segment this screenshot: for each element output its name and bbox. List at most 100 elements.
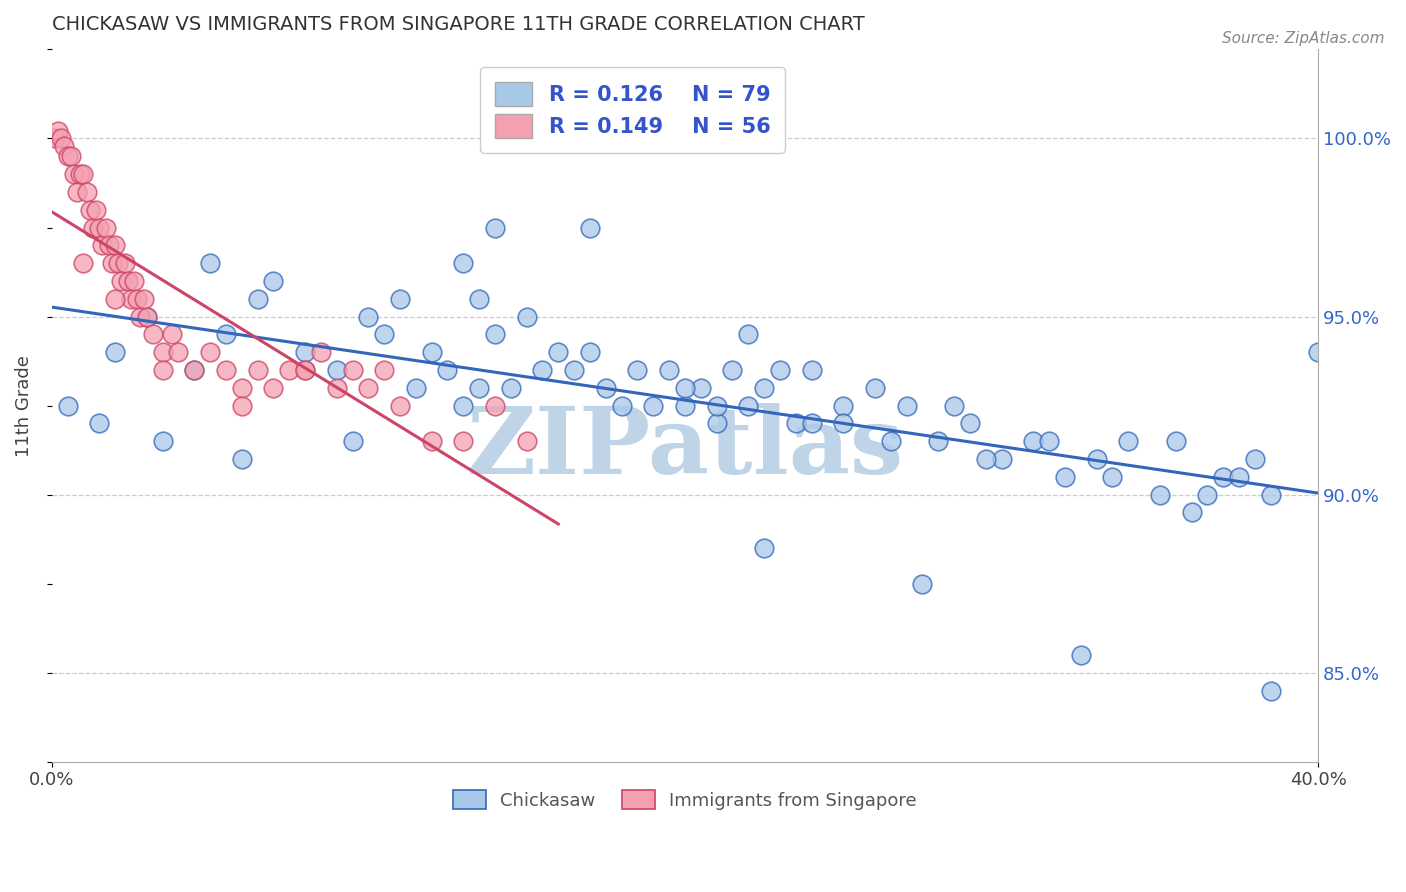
Point: [246, 292, 269, 306]
Point: [531, 363, 554, 377]
Point: [1180, 506, 1202, 520]
Point: [152, 363, 174, 377]
Point: [357, 381, 380, 395]
Point: [325, 363, 347, 377]
Point: [610, 399, 633, 413]
Point: [484, 220, 506, 235]
Point: [880, 434, 903, 449]
Point: [1197, 488, 1219, 502]
Point: [737, 327, 759, 342]
Point: [1227, 470, 1250, 484]
Point: [1164, 434, 1187, 449]
Point: [183, 363, 205, 377]
Point: [278, 363, 301, 377]
Point: [246, 363, 269, 377]
Point: [101, 256, 124, 270]
Point: [484, 399, 506, 413]
Point: [388, 399, 411, 413]
Point: [1101, 470, 1123, 484]
Point: [46, 124, 69, 138]
Point: [800, 363, 823, 377]
Point: [626, 363, 648, 377]
Point: [959, 417, 981, 431]
Y-axis label: 11th Grade: 11th Grade: [15, 355, 32, 457]
Point: [53, 138, 76, 153]
Point: [91, 238, 114, 252]
Point: [595, 381, 617, 395]
Point: [135, 310, 157, 324]
Point: [1212, 470, 1234, 484]
Point: [104, 345, 127, 359]
Point: [643, 399, 665, 413]
Point: [453, 434, 475, 449]
Point: [129, 310, 152, 324]
Point: [990, 452, 1012, 467]
Point: [167, 345, 190, 359]
Point: [135, 310, 157, 324]
Point: [94, 220, 117, 235]
Point: [114, 256, 136, 270]
Point: [927, 434, 949, 449]
Point: [420, 345, 443, 359]
Point: [373, 327, 395, 342]
Point: [56, 399, 79, 413]
Point: [1116, 434, 1139, 449]
Point: [974, 452, 997, 467]
Legend: Chickasaw, Immigrants from Singapore: Chickasaw, Immigrants from Singapore: [446, 783, 924, 817]
Point: [89, 220, 111, 235]
Point: [752, 381, 775, 395]
Point: [453, 256, 475, 270]
Point: [453, 399, 475, 413]
Point: [127, 292, 149, 306]
Point: [82, 220, 104, 235]
Point: [72, 256, 94, 270]
Point: [769, 363, 792, 377]
Point: [44, 131, 66, 145]
Point: [231, 381, 253, 395]
Point: [215, 327, 238, 342]
Point: [911, 576, 934, 591]
Point: [1053, 470, 1076, 484]
Point: [388, 292, 411, 306]
Point: [294, 363, 316, 377]
Point: [832, 399, 855, 413]
Point: [198, 345, 221, 359]
Point: [706, 399, 728, 413]
Point: [436, 363, 458, 377]
Point: [63, 167, 86, 181]
Point: [294, 363, 316, 377]
Point: [89, 417, 111, 431]
Point: [562, 363, 585, 377]
Point: [1243, 452, 1265, 467]
Text: CHICKASAW VS IMMIGRANTS FROM SINGAPORE 11TH GRADE CORRELATION CHART: CHICKASAW VS IMMIGRANTS FROM SINGAPORE 1…: [52, 15, 865, 34]
Point: [1085, 452, 1108, 467]
Point: [117, 274, 139, 288]
Point: [342, 434, 364, 449]
Point: [673, 381, 696, 395]
Point: [76, 185, 98, 199]
Point: [122, 274, 145, 288]
Point: [1022, 434, 1045, 449]
Point: [342, 363, 364, 377]
Point: [357, 310, 380, 324]
Point: [215, 363, 238, 377]
Point: [160, 327, 183, 342]
Point: [142, 327, 165, 342]
Point: [785, 417, 807, 431]
Point: [1260, 683, 1282, 698]
Point: [69, 167, 91, 181]
Point: [309, 345, 332, 359]
Point: [110, 274, 132, 288]
Point: [294, 345, 316, 359]
Point: [516, 434, 538, 449]
Point: [104, 292, 127, 306]
Point: [579, 220, 602, 235]
Point: [84, 202, 107, 217]
Point: [72, 167, 94, 181]
Point: [832, 417, 855, 431]
Point: [231, 452, 253, 467]
Point: [56, 149, 79, 163]
Point: [896, 399, 918, 413]
Text: Source: ZipAtlas.com: Source: ZipAtlas.com: [1222, 31, 1385, 46]
Point: [468, 292, 491, 306]
